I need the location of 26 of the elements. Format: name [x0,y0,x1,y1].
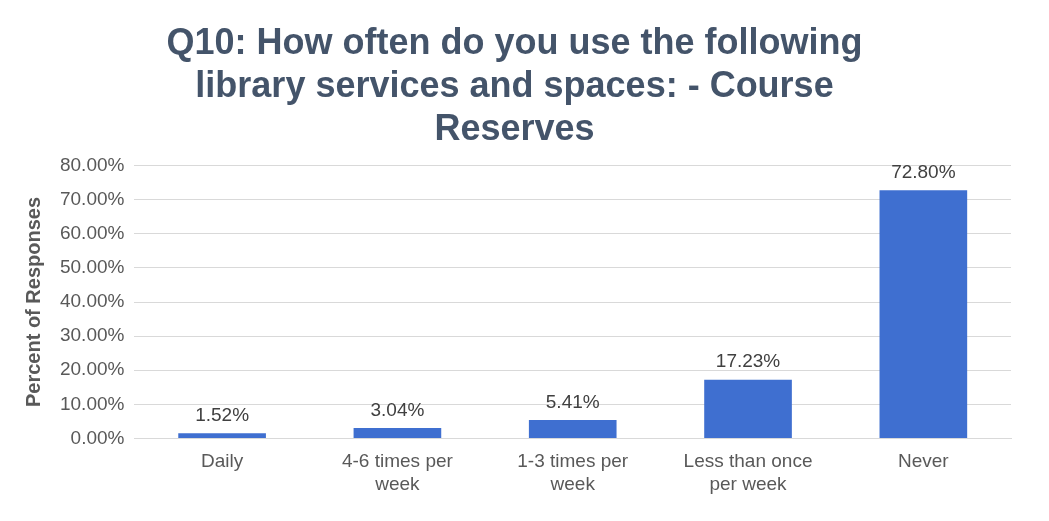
bar [178,433,266,438]
y-tick-label: 40.00% [59,290,125,312]
data-label: 1.52% [195,403,250,425]
bar [528,419,617,438]
y-tick-label: 0.00% [70,426,125,448]
x-tick-label: Never [898,450,950,472]
y-tick-label: 20.00% [59,358,125,380]
y-tick-label: 70.00% [59,187,125,209]
x-tick-label: 1-3 times per week [517,450,629,494]
y-tick-label: 60.00% [59,222,125,244]
data-label: 72.80% [891,160,956,182]
data-label: 3.04% [370,398,425,420]
data-label: 17.23% [715,350,781,372]
x-tick-label: 4-6 times per week [341,450,454,494]
bar [879,190,968,438]
y-tick-label: 80.00% [59,153,125,175]
y-tick-label: 50.00% [59,256,125,278]
bar [353,428,442,438]
chart-title: Q10: How often do you use the following library services and spaces: - Course Reserves [166,20,863,148]
x-tick-label: Less than once per week [683,450,813,494]
y-axis-title: Percent of Responses [21,196,44,408]
x-tick-label: Daily [200,450,244,472]
bar [704,379,792,438]
data-label: 5.41% [545,390,600,412]
y-tick-label: 30.00% [59,324,125,346]
y-tick-label: 10.00% [59,392,125,414]
